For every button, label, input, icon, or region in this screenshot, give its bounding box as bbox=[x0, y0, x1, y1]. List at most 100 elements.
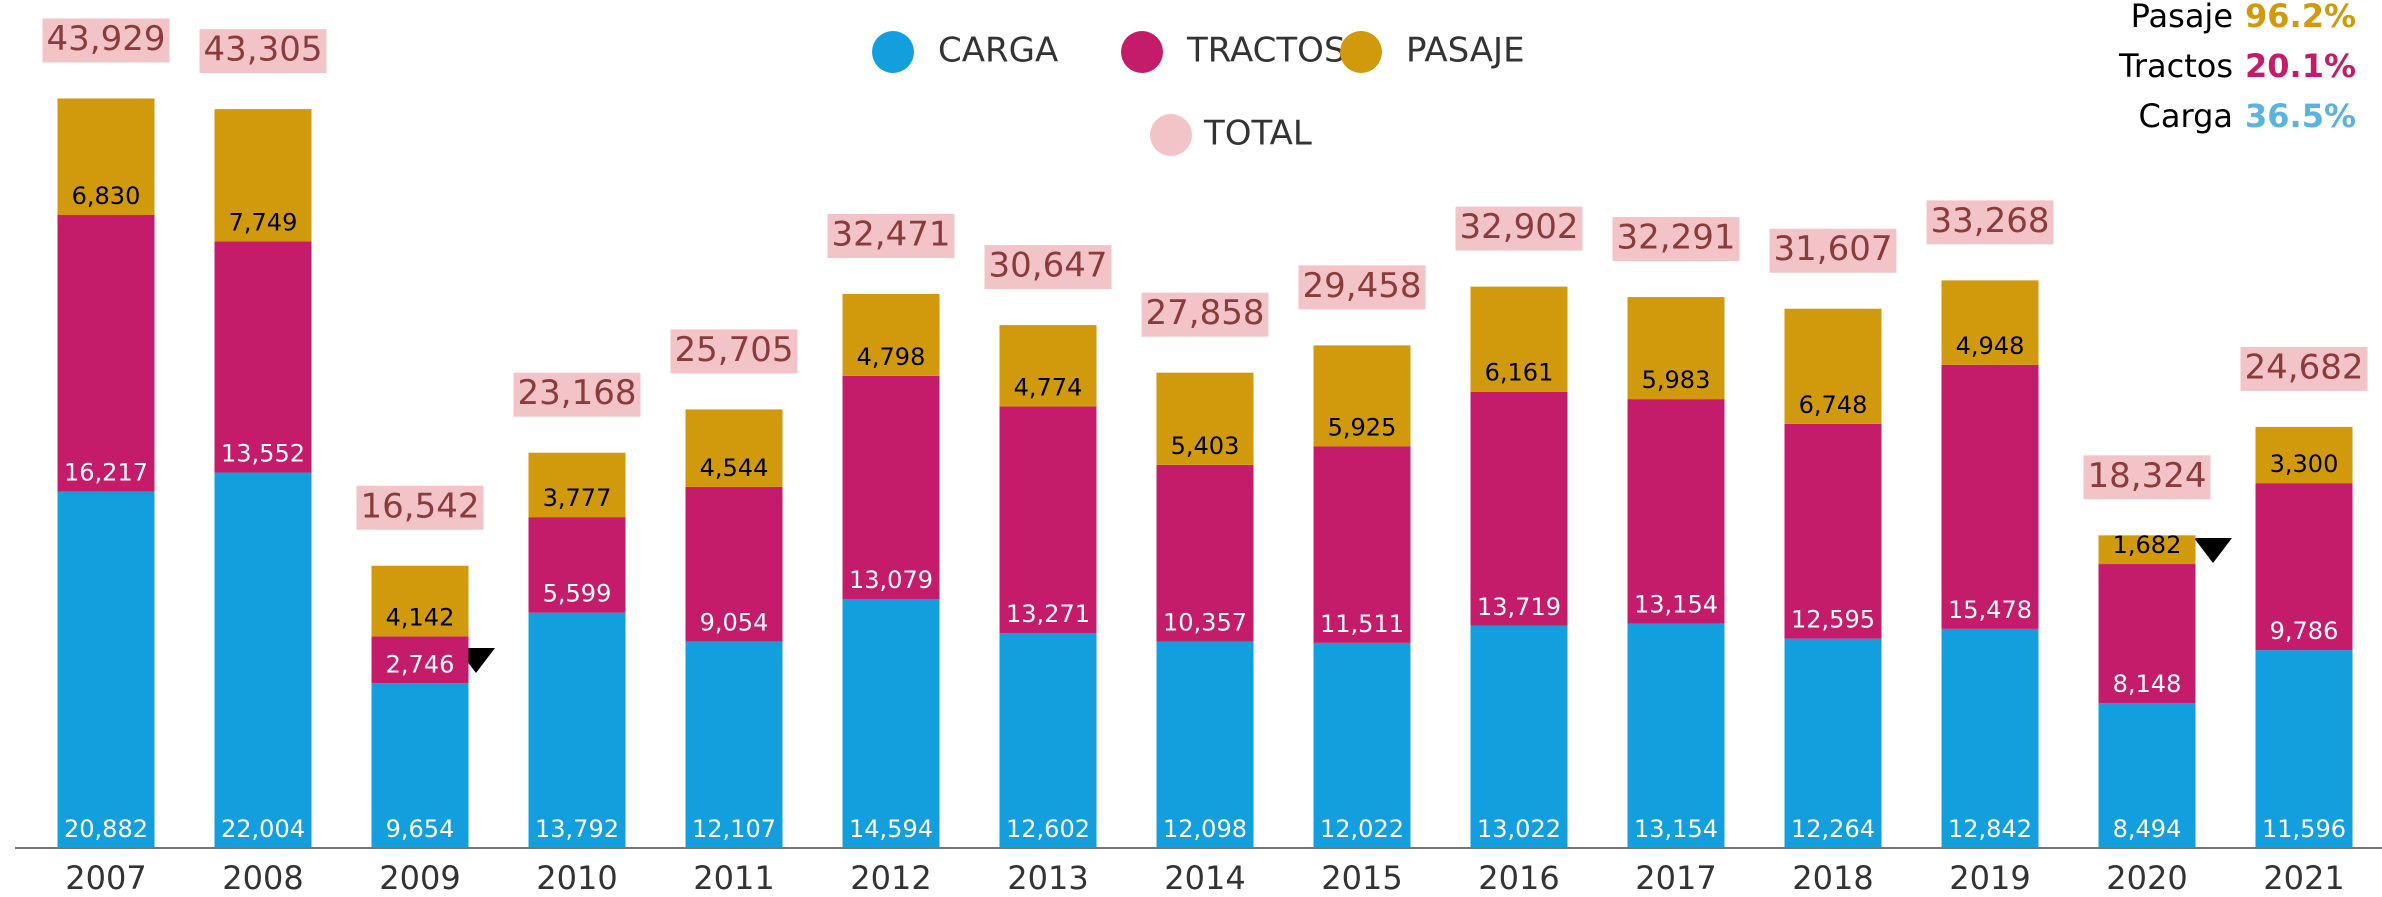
segment-label: 5,983 bbox=[1642, 366, 1711, 394]
bar-segment bbox=[1470, 391, 1568, 626]
bar-segment bbox=[2255, 426, 2353, 484]
legend-label: TOTAL bbox=[1203, 114, 1312, 154]
segment-label: 4,142 bbox=[386, 603, 455, 631]
legend-label: PASAJE bbox=[1406, 31, 1525, 71]
segment-label: 12,098 bbox=[1163, 815, 1247, 843]
segment-label: 12,107 bbox=[692, 815, 776, 843]
bar-segment bbox=[2098, 535, 2196, 565]
bar-segment bbox=[999, 406, 1097, 633]
total-label: 32,902 bbox=[1460, 207, 1579, 247]
total-label-bg bbox=[1141, 292, 1269, 337]
segment-label: 4,948 bbox=[1956, 332, 2025, 360]
bar-segment bbox=[1941, 628, 2039, 848]
bar-segment bbox=[1313, 446, 1411, 643]
segment-label: 22,004 bbox=[221, 815, 305, 843]
x-tick-label: 2012 bbox=[850, 859, 931, 897]
segment-label: 7,749 bbox=[229, 208, 298, 236]
total-label: 23,168 bbox=[518, 373, 637, 413]
legend-marker bbox=[872, 31, 914, 73]
segment-label: 8,494 bbox=[2113, 815, 2182, 843]
segment-label: 20,882 bbox=[64, 815, 148, 843]
x-tick-label: 2015 bbox=[1321, 859, 1402, 897]
bar-segment bbox=[2098, 564, 2196, 704]
bar-segment bbox=[1470, 625, 1568, 848]
segment-label: 12,602 bbox=[1006, 815, 1090, 843]
segment-label: 4,798 bbox=[857, 343, 926, 371]
segment-label: 13,552 bbox=[221, 440, 305, 468]
segment-label: 13,154 bbox=[1634, 591, 1718, 619]
total-label-bg bbox=[1455, 206, 1583, 251]
bar-segment bbox=[371, 565, 469, 637]
bar-segment bbox=[1784, 308, 1882, 424]
segment-label: 15,478 bbox=[1948, 596, 2032, 624]
bar-segment bbox=[842, 293, 940, 376]
total-label: 25,705 bbox=[675, 330, 794, 370]
segment-label: 13,271 bbox=[1006, 600, 1090, 628]
annotation-value: 20.1% bbox=[2245, 47, 2356, 85]
x-tick-label: 2009 bbox=[379, 859, 460, 897]
segment-label: 4,774 bbox=[1014, 374, 1083, 402]
legend-marker bbox=[1121, 31, 1163, 73]
total-label: 24,682 bbox=[2245, 347, 2364, 387]
segment-label: 11,511 bbox=[1320, 610, 1404, 638]
segment-label: 1,682 bbox=[2113, 531, 2182, 559]
x-tick-label: 2013 bbox=[1007, 859, 1088, 897]
segment-label: 13,792 bbox=[535, 815, 619, 843]
segment-label: 4,544 bbox=[700, 454, 769, 482]
x-tick-label: 2020 bbox=[2106, 859, 2187, 897]
total-label: 31,607 bbox=[1774, 229, 1893, 269]
total-label: 43,929 bbox=[47, 19, 166, 59]
bar-segment bbox=[214, 241, 312, 473]
bar-segment bbox=[57, 98, 155, 216]
segment-label: 12,022 bbox=[1320, 815, 1404, 843]
segment-label: 9,786 bbox=[2270, 617, 2339, 645]
segment-label: 13,079 bbox=[849, 566, 933, 594]
bar-segment bbox=[685, 409, 783, 487]
segment-label: 9,054 bbox=[700, 608, 769, 636]
bar-segment bbox=[685, 641, 783, 848]
bar-segment bbox=[57, 491, 155, 848]
x-tick-label: 2019 bbox=[1949, 859, 2030, 897]
segment-label: 10,357 bbox=[1163, 609, 1247, 637]
segment-label: 2,746 bbox=[386, 650, 455, 678]
segment-label: 3,300 bbox=[2270, 450, 2339, 478]
bar-segment bbox=[1784, 423, 1882, 639]
annotation-value: 36.5% bbox=[2245, 97, 2356, 135]
bar-segment bbox=[214, 472, 312, 848]
x-tick-label: 2017 bbox=[1635, 859, 1716, 897]
segment-label: 6,748 bbox=[1799, 391, 1868, 419]
segment-label: 3,777 bbox=[543, 484, 612, 512]
total-label: 43,305 bbox=[204, 30, 323, 70]
bar-segment bbox=[842, 375, 940, 599]
x-tick-label: 2014 bbox=[1164, 859, 1245, 897]
bar-segment bbox=[1313, 642, 1411, 848]
total-label-bg bbox=[513, 372, 641, 417]
segment-label: 5,925 bbox=[1328, 413, 1397, 441]
bar-segment bbox=[371, 636, 469, 684]
total-label: 30,647 bbox=[989, 246, 1108, 286]
bar-segment bbox=[1627, 399, 1725, 624]
bar-segment bbox=[1941, 280, 2039, 365]
segment-label: 8,148 bbox=[2113, 670, 2182, 698]
segment-label: 9,654 bbox=[386, 815, 455, 843]
total-label-bg bbox=[827, 213, 955, 258]
x-tick-label: 2016 bbox=[1478, 859, 1559, 897]
segment-label: 16,217 bbox=[64, 459, 148, 487]
bar-segment bbox=[528, 517, 626, 613]
x-tick-label: 2007 bbox=[65, 859, 146, 897]
segment-label: 6,161 bbox=[1485, 359, 1554, 387]
bar-segment bbox=[1313, 345, 1411, 447]
total-label: 27,858 bbox=[1146, 293, 1265, 333]
arrow-down bbox=[2194, 538, 2232, 563]
x-tick-label: 2018 bbox=[1792, 859, 1873, 897]
total-label-bg bbox=[1926, 200, 2054, 245]
segment-label: 5,403 bbox=[1171, 432, 1240, 460]
total-label-bg bbox=[356, 485, 484, 530]
bar-segment bbox=[371, 683, 469, 848]
segment-label: 6,830 bbox=[72, 182, 141, 210]
segment-label: 12,842 bbox=[1948, 815, 2032, 843]
segment-label: 13,719 bbox=[1477, 593, 1561, 621]
segment-label: 14,594 bbox=[849, 815, 933, 843]
legend-marker bbox=[1150, 114, 1192, 156]
